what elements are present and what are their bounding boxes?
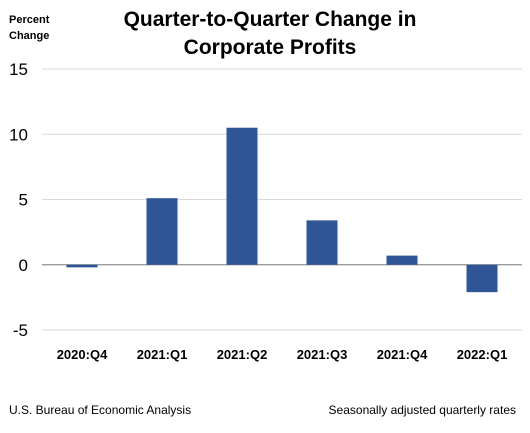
bar: [466, 264, 498, 293]
y-tick-label: 0: [19, 256, 28, 275]
seasonal-note: Seasonally adjusted quarterly rates: [328, 403, 516, 417]
x-tick-label: 2021:Q4: [377, 347, 428, 362]
y-tick-label: 10: [9, 125, 28, 144]
chart-title: Quarter-to-Quarter Change in Corporate P…: [123, 8, 417, 59]
bar: [306, 220, 338, 265]
source-note: U.S. Bureau of Economic Analysis: [9, 403, 192, 417]
bar: [386, 255, 418, 265]
y-axis-label: Percent Change: [9, 14, 50, 42]
x-tick-label: 2020:Q4: [57, 347, 108, 362]
y-tick-label: -5: [13, 321, 28, 340]
bar: [146, 198, 178, 265]
x-tick-label: 2021:Q3: [297, 347, 348, 362]
y-tick-label: 15: [9, 60, 28, 79]
x-tick-label: 2021:Q1: [137, 347, 188, 362]
y-tick-label: 5: [19, 191, 28, 210]
bar: [66, 264, 98, 268]
bar: [226, 127, 258, 265]
x-tick-label: 2021:Q2: [217, 347, 268, 362]
x-tick-label: 2022:Q1: [457, 347, 508, 362]
